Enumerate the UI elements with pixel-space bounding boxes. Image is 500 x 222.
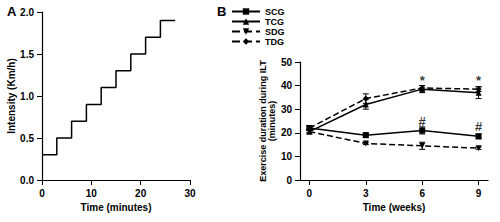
svg-text:TDG: TDG	[265, 37, 284, 47]
svg-text:SDG: SDG	[265, 27, 285, 37]
svg-text:0.5: 0.5	[20, 133, 34, 144]
svg-text:9: 9	[476, 188, 482, 199]
svg-text:(minutes): (minutes)	[267, 101, 277, 142]
svg-text:0: 0	[39, 188, 45, 199]
svg-text:SCG: SCG	[265, 7, 285, 17]
svg-text:30: 30	[281, 104, 293, 115]
svg-text:0.0: 0.0	[20, 175, 34, 186]
svg-text:20: 20	[281, 127, 293, 138]
svg-text:1.0: 1.0	[20, 91, 34, 102]
svg-text:B: B	[217, 4, 226, 19]
svg-text:3: 3	[363, 188, 369, 199]
svg-text:10: 10	[281, 151, 293, 162]
svg-text:0: 0	[286, 175, 292, 186]
svg-text:40: 40	[281, 80, 293, 91]
svg-text:TCG: TCG	[265, 17, 284, 27]
svg-text:30: 30	[184, 188, 196, 199]
svg-text:*: *	[476, 73, 482, 88]
svg-text:#: #	[475, 119, 483, 134]
svg-text:#: #	[419, 114, 427, 129]
svg-text:1.5: 1.5	[20, 49, 34, 60]
svg-text:Exercise duration during ILT: Exercise duration during ILT	[258, 60, 269, 182]
svg-text:6: 6	[419, 188, 425, 199]
svg-text:Time (weeks): Time (weeks)	[363, 202, 426, 213]
svg-text:50: 50	[281, 57, 293, 68]
svg-text:Time (minutes): Time (minutes)	[81, 202, 152, 213]
svg-text:A: A	[7, 4, 17, 19]
svg-text:0: 0	[307, 188, 313, 199]
svg-text:10: 10	[86, 188, 98, 199]
svg-text:20: 20	[135, 188, 147, 199]
svg-text:Intensity (Km/h): Intensity (Km/h)	[6, 58, 17, 134]
svg-text:2.0: 2.0	[20, 7, 34, 18]
